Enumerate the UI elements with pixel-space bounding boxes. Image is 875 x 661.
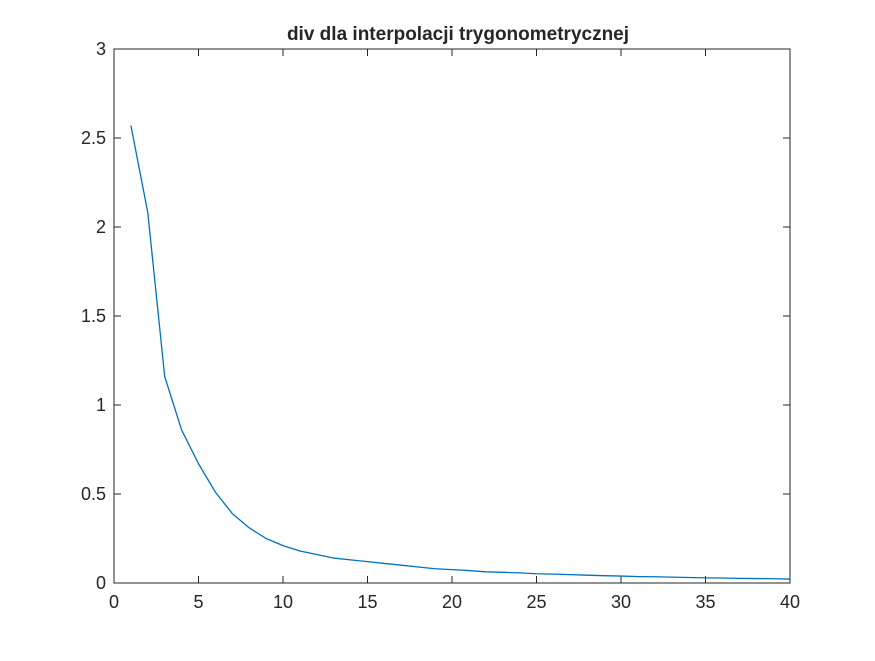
axis-tick-labels: 0 5 10 15 20 25 30 35 40 0 0.5 1 1.5 2 2.5 3 [81,39,800,612]
x-tick-label: 40 [780,592,800,612]
axis-ticks [114,49,790,583]
y-tick-label: 1 [96,395,106,415]
y-tick-label: 0 [96,573,106,593]
x-tick-label: 20 [442,592,462,612]
x-tick-label: 30 [611,592,631,612]
x-tick-label: 5 [193,592,203,612]
x-tick-label: 0 [109,592,119,612]
series-line [130,125,791,580]
y-tick-label: 2.5 [81,128,106,148]
y-tick-label: 3 [96,39,106,59]
y-tick-label: 0.5 [81,484,106,504]
y-tick-label: 1.5 [81,306,106,326]
chart-title: div dla interpolacji trygonometrycznej [287,24,629,45]
plot-frame [113,48,791,584]
x-tick-label: 15 [357,592,377,612]
x-tick-label: 25 [526,592,546,612]
x-tick-label: 35 [695,592,715,612]
y-tick-label: 2 [96,217,106,237]
plot-area [114,49,790,583]
x-tick-label: 10 [273,592,293,612]
series-layer [130,125,791,580]
